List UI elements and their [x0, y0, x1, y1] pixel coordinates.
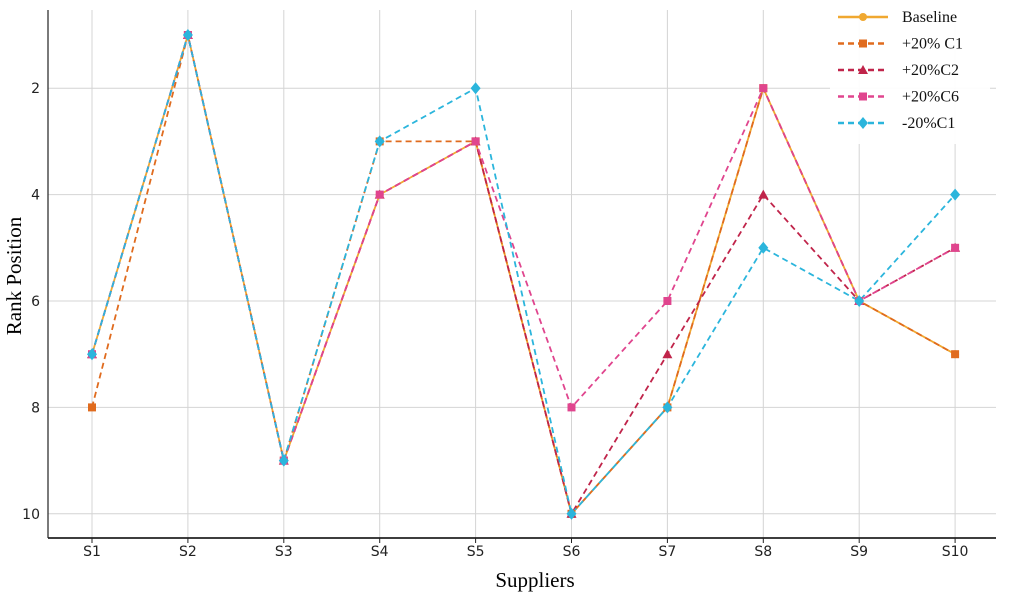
- data-point-20-c6: [951, 243, 960, 252]
- legend-marker: [859, 13, 867, 21]
- legend-label: +20%C2: [902, 62, 959, 79]
- legend-marker: [859, 39, 867, 48]
- legend-box: [830, 4, 990, 144]
- data-point-20-c1: [854, 295, 865, 307]
- grid: [48, 10, 996, 538]
- x-tick-label: S5: [467, 544, 485, 560]
- data-point-20-c2: [662, 349, 673, 359]
- legend: Baseline +20% C1 +20%C2 +20%C6 -20%C1: [830, 4, 990, 144]
- data-point-20-c1: [278, 454, 289, 467]
- data-point-20-c1: [950, 188, 961, 201]
- series-lines: [91, 34, 956, 515]
- data-point-20-c6: [471, 137, 480, 146]
- x-tick-label: S9: [850, 544, 868, 560]
- x-tick-label: S1: [83, 544, 101, 560]
- data-point-20-c1: [662, 401, 673, 414]
- y-ticks: 2 4 6 8 10: [22, 81, 40, 523]
- series-line-20-c1: [91, 34, 956, 515]
- y-tick-label: 4: [31, 188, 40, 204]
- x-tick-label: S3: [275, 544, 293, 560]
- legend-marker: [858, 65, 868, 74]
- data-point-20-c1: [566, 507, 577, 520]
- x-ticks: S1 S2 S3 S4 S5 S6 S7 S8 S9 S10: [83, 538, 968, 560]
- data-point-20-c1: [182, 29, 193, 41]
- data-point-20-c6: [759, 84, 768, 93]
- y-axis-title: Rank Position: [2, 216, 26, 335]
- x-tick-label: S10: [942, 544, 969, 560]
- data-point-20-c6: [663, 297, 672, 305]
- series-line-20-c6: [91, 34, 956, 462]
- x-tick-label: S6: [563, 544, 581, 560]
- data-point-20-c1: [470, 82, 481, 95]
- y-tick-label: 10: [22, 507, 40, 523]
- y-tick-label: 6: [31, 294, 40, 310]
- data-point-20-c6: [375, 190, 384, 199]
- x-tick-label: S2: [179, 544, 197, 560]
- data-point-20-c6: [567, 403, 576, 412]
- data-point-20-c1: [374, 135, 385, 148]
- data-point-20-c1: [87, 348, 97, 361]
- data-point-20-c2: [758, 189, 769, 199]
- x-axis-title: Suppliers: [495, 568, 574, 592]
- x-tick-label: S7: [659, 544, 677, 560]
- y-tick-label: 2: [31, 81, 40, 97]
- y-tick-label: 8: [31, 400, 40, 416]
- legend-label: +20% C1: [902, 36, 963, 53]
- data-point-20-c1: [88, 403, 96, 412]
- series-markers: [87, 29, 961, 520]
- data-point-20-c1: [758, 241, 769, 254]
- legend-marker: [859, 92, 867, 101]
- legend-marker: [858, 117, 868, 129]
- x-tick-label: S4: [371, 544, 389, 560]
- data-point-20-c1: [951, 350, 960, 359]
- x-tick-label: S8: [754, 544, 772, 560]
- legend-label: +20%C6: [902, 89, 959, 106]
- legend-label: Baseline: [902, 9, 957, 26]
- legend-label: -20%C1: [902, 115, 955, 132]
